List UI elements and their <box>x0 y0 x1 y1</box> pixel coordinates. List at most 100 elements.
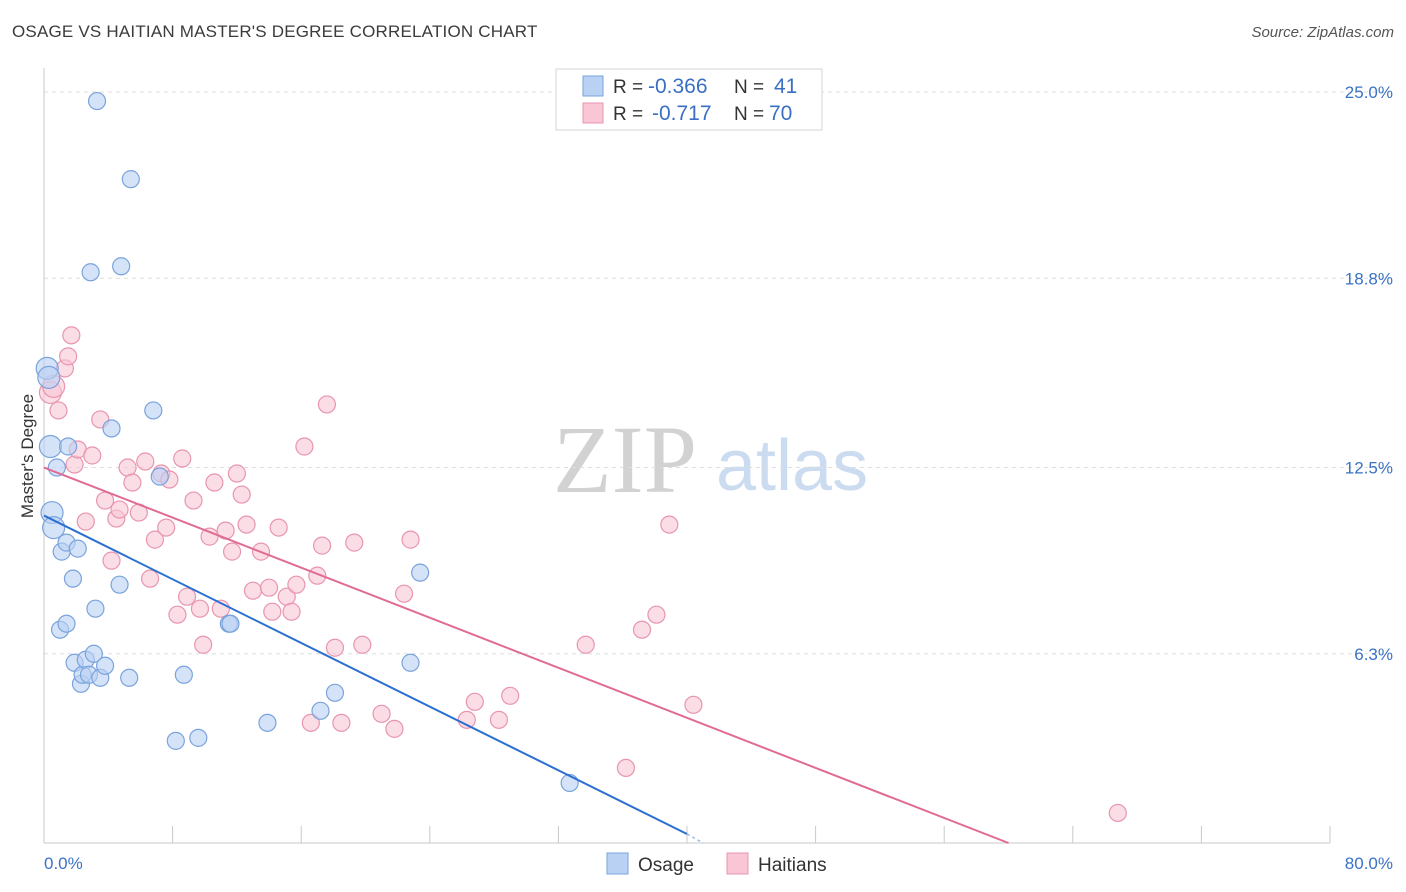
haitians-point <box>237 515 256 534</box>
osage-point <box>325 683 345 702</box>
osage-point <box>311 701 330 720</box>
haitians-points <box>38 326 1127 823</box>
haitians-point <box>140 569 160 588</box>
haitians-swatch <box>582 102 604 124</box>
osage-point <box>37 365 61 389</box>
haitians-point <box>205 473 224 492</box>
x-tick-label-max: 80.0% <box>1345 854 1393 873</box>
y-tick-label: 25.0% <box>1345 83 1393 102</box>
haitians-point <box>136 452 155 471</box>
x-tick-label-min: 0.0% <box>44 854 83 873</box>
chart-title: OSAGE VS HAITIAN MASTER'S DEGREE CORRELA… <box>12 22 538 41</box>
haitians-point <box>345 533 364 552</box>
y-tick-label: 18.8% <box>1345 269 1393 288</box>
haitians-point <box>269 518 288 537</box>
haitians-point <box>194 635 213 654</box>
haitians-point <box>332 713 351 732</box>
osage-point <box>121 170 140 189</box>
haitians-point <box>684 695 703 714</box>
haitians-point <box>65 455 84 474</box>
watermark-zip: ZIP <box>553 406 697 513</box>
haitians-point <box>325 638 345 657</box>
haitians-point <box>372 704 391 723</box>
haitians-point <box>1108 803 1127 823</box>
haitians-point <box>118 458 137 477</box>
osage-point <box>81 263 100 282</box>
osage-trend-extension <box>686 833 704 844</box>
osage-point <box>38 434 63 459</box>
haitians-point <box>227 464 246 483</box>
trend-lines <box>43 466 1009 844</box>
haitians-point <box>385 719 404 738</box>
osage-point <box>112 257 131 276</box>
osage-point <box>102 419 121 438</box>
haitians-point <box>157 518 176 537</box>
haitians-trend-line <box>43 466 1009 844</box>
haitians-point <box>110 500 129 519</box>
haitians-point <box>190 599 210 618</box>
legend-osage-swatch <box>606 852 629 875</box>
osage-points <box>35 91 579 793</box>
haitians-point <box>145 530 165 549</box>
haitians-point <box>62 326 81 345</box>
haitians-point <box>102 551 121 570</box>
osage-point <box>174 665 193 684</box>
haitians-point <box>295 437 314 456</box>
legend-osage-label: Osage <box>638 855 694 876</box>
haitians-point <box>168 605 187 624</box>
x-axis-ticks <box>43 826 1331 843</box>
osage-point <box>87 91 107 111</box>
haitians-r-label: R = <box>613 104 643 125</box>
stats-box: R = -0.366 N = 41 R = -0.717 N = 70 <box>555 68 823 131</box>
osage-point <box>84 644 103 663</box>
haitians-point <box>353 635 372 654</box>
osage-n-value: 41 <box>774 75 797 98</box>
y-tick-label: 12.5% <box>1345 459 1393 478</box>
haitians-point <box>83 446 102 465</box>
osage-point <box>166 731 185 750</box>
haitians-point <box>184 491 203 510</box>
osage-r-label: R = <box>613 77 643 98</box>
haitians-point <box>501 686 520 705</box>
osage-point <box>57 614 76 633</box>
haitians-point <box>401 530 420 549</box>
osage-point <box>95 656 115 675</box>
haitians-point <box>282 602 301 621</box>
osage-point <box>150 467 169 486</box>
osage-n-label: N = <box>734 77 764 98</box>
gridlines <box>44 91 1390 655</box>
osage-point <box>120 668 139 687</box>
haitians-point <box>660 515 679 534</box>
haitians-point <box>177 587 197 606</box>
osage-point <box>59 437 78 456</box>
osage-point <box>110 575 129 594</box>
osage-swatch <box>582 75 604 97</box>
haitians-point <box>301 713 320 732</box>
haitians-point <box>287 575 306 594</box>
haitians-point <box>200 527 219 546</box>
haitians-point <box>465 692 484 711</box>
haitians-point <box>317 395 337 414</box>
haitians-r-value: -0.717 <box>652 102 712 125</box>
legend: Osage Haitians <box>606 852 827 876</box>
y-tick-label: 6.3% <box>1354 645 1393 664</box>
haitians-point <box>312 536 332 555</box>
osage-point <box>258 713 277 732</box>
haitians-point <box>647 605 666 624</box>
osage-r-value: -0.366 <box>648 75 708 98</box>
haitians-point <box>76 512 95 531</box>
haitians-point <box>263 602 282 621</box>
osage-point <box>221 614 240 633</box>
haitians-point <box>616 758 636 778</box>
haitians-point <box>243 581 263 600</box>
osage-trend-line <box>43 514 688 835</box>
haitians-point <box>232 485 251 504</box>
osage-point <box>86 599 105 618</box>
haitians-point <box>59 347 78 366</box>
haitians-point <box>222 542 242 561</box>
y-tick-labels: 6.3% 12.5% 18.8% 25.0% <box>1345 83 1393 664</box>
haitians-point <box>489 710 509 729</box>
osage-point <box>68 539 87 558</box>
watermark-atlas: atlas <box>716 426 868 506</box>
